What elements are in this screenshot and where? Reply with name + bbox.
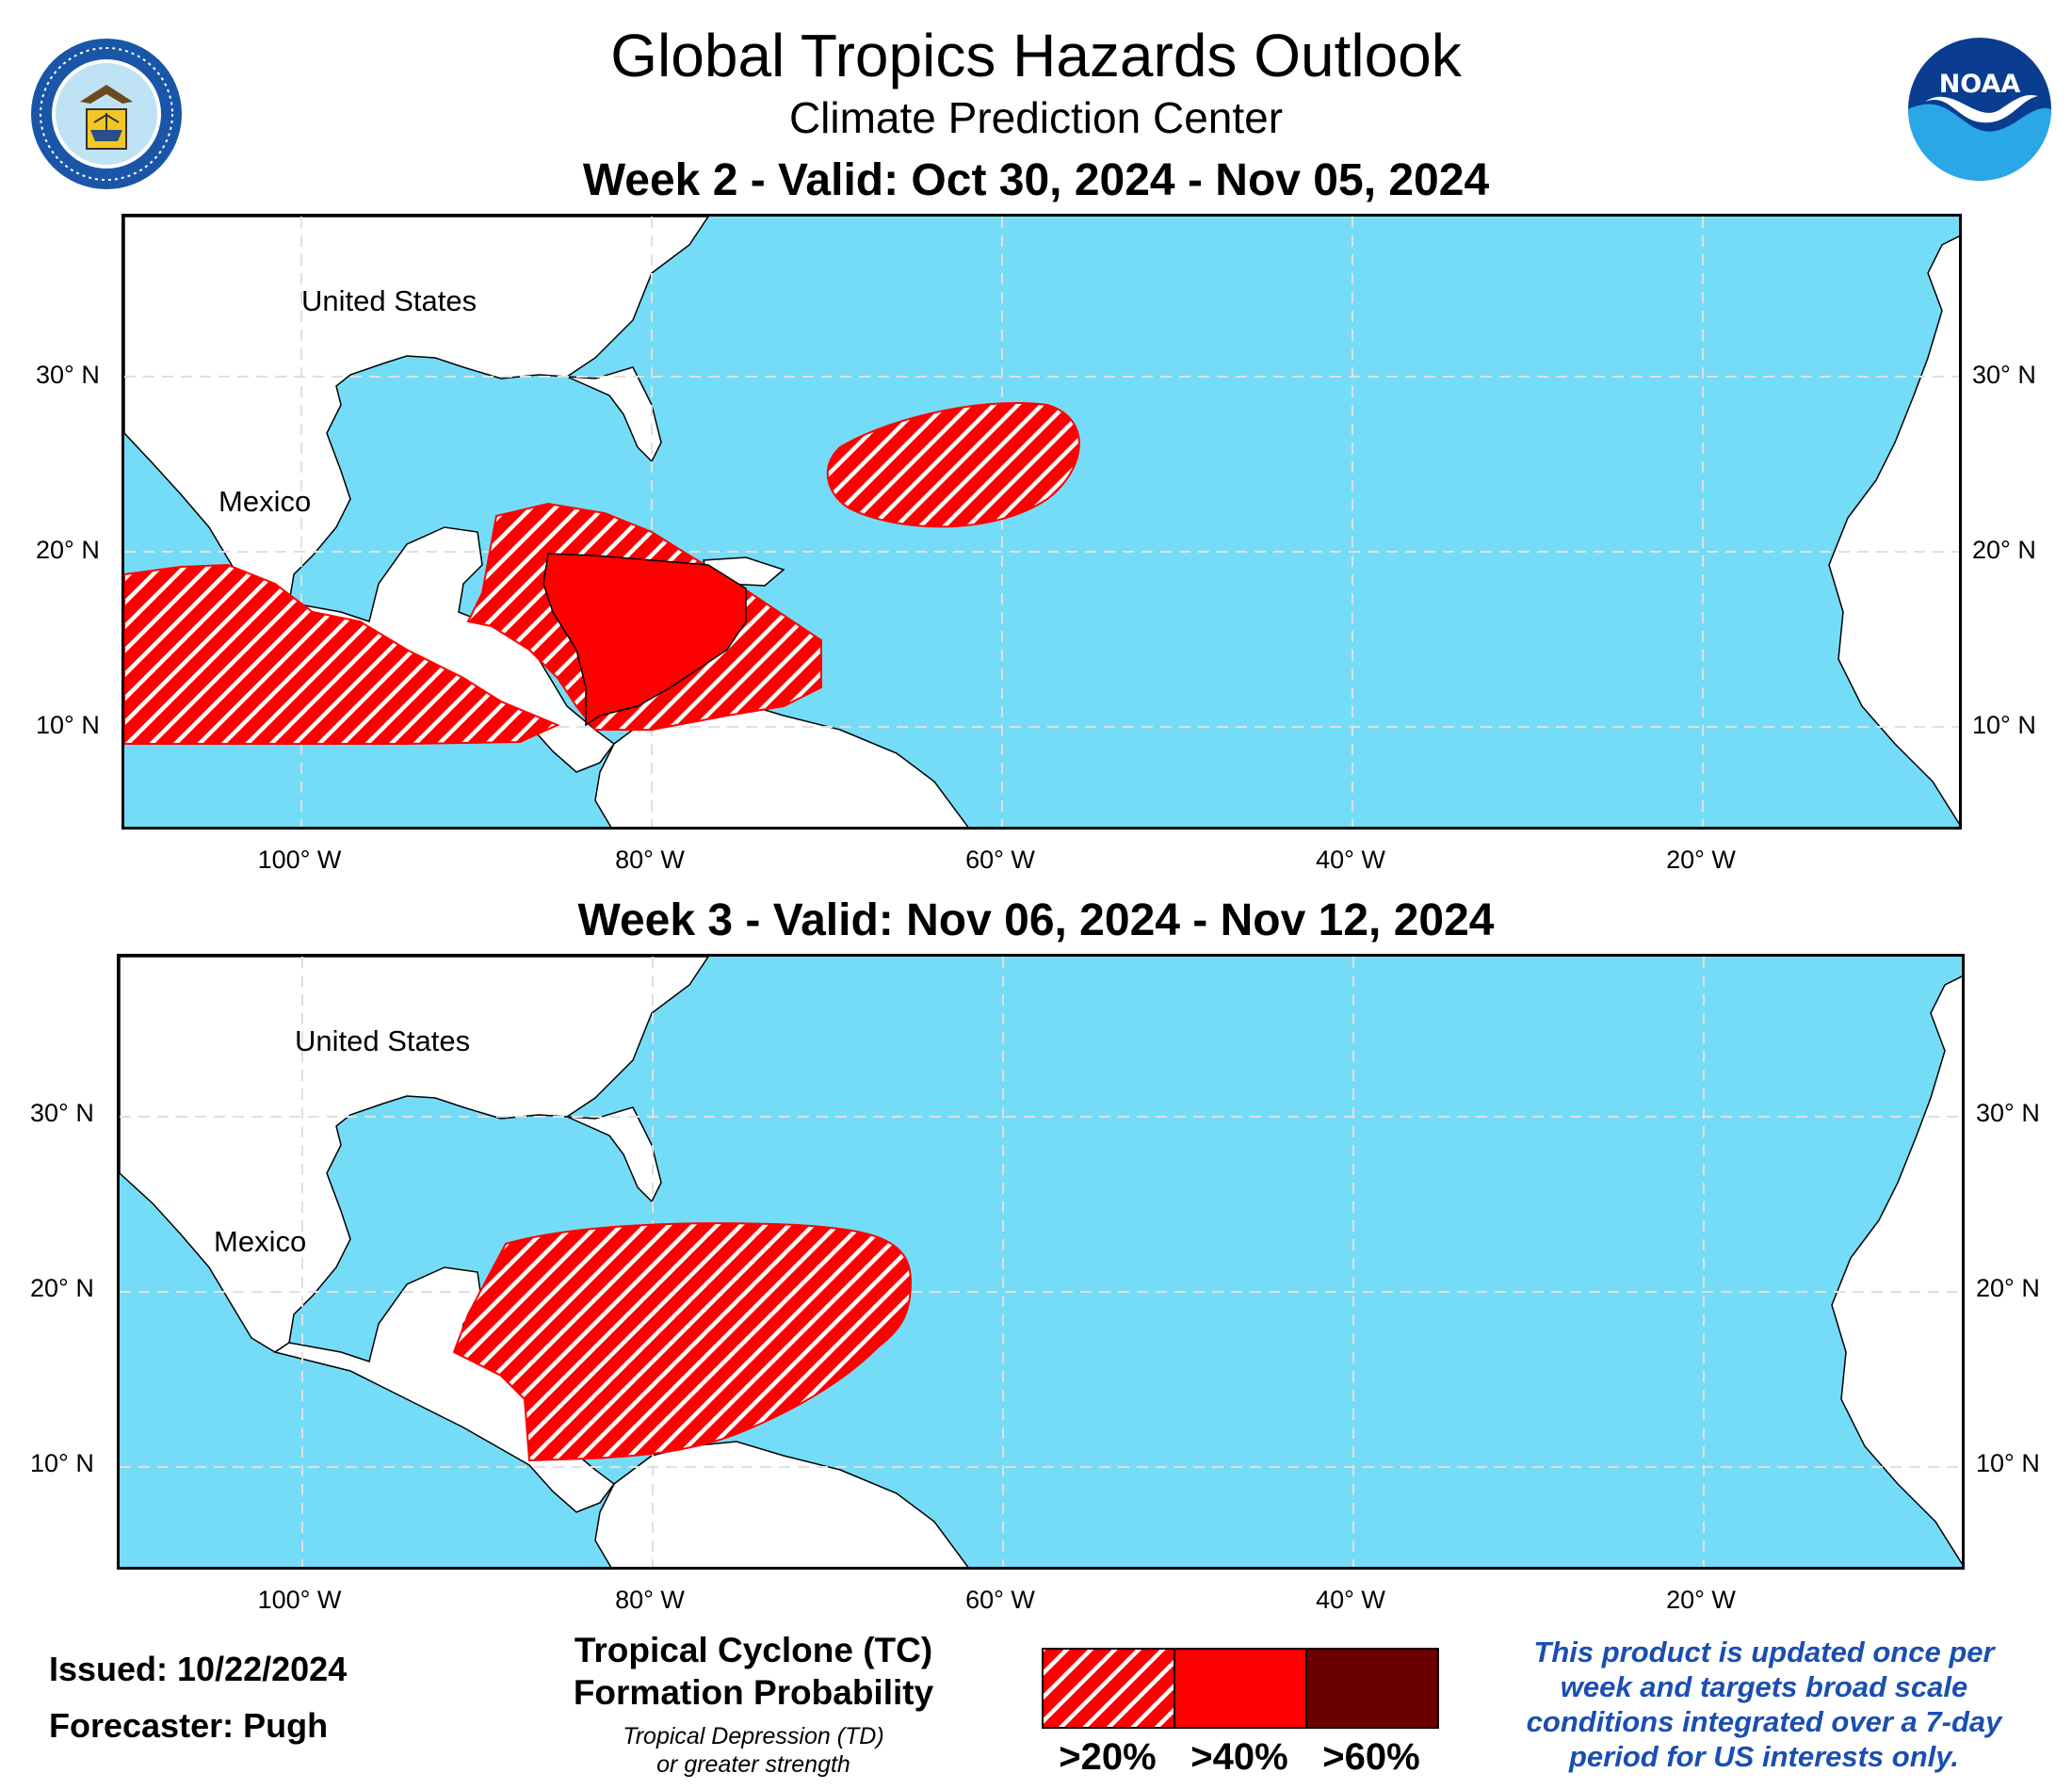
week2-lon-40: 40° W xyxy=(1316,846,1385,874)
legend-swatch-svg xyxy=(1042,1648,1439,1729)
issued-date: Issued: 10/22/2024 xyxy=(49,1650,348,1688)
legend-label-20: >20% xyxy=(1059,1736,1157,1778)
africa-land xyxy=(1831,975,1962,1565)
week3-title: Week 3 - Valid: Nov 06, 2024 - Nov 12, 2… xyxy=(577,895,1495,945)
week2-lon-20: 20° W xyxy=(1666,846,1736,874)
legend-swatch-20 xyxy=(1042,1648,1175,1729)
week3-label-mexico: Mexico xyxy=(214,1225,307,1258)
week3-lon-20: 20° W xyxy=(1666,1586,1736,1614)
note-line-3: conditions integrated over a 7-day xyxy=(1526,1705,2002,1738)
hazard-caribbean-inner xyxy=(542,553,747,727)
legend-swatch-40 xyxy=(1174,1648,1307,1729)
africa-land xyxy=(1828,235,1959,825)
note-line-2: week and targets broad scale xyxy=(1560,1670,1968,1703)
note-line-1: This product is updated once per xyxy=(1533,1636,1995,1668)
north-america-land xyxy=(120,957,709,1353)
week3-map: United States Mexico xyxy=(117,954,1965,1570)
hazard-east-pacific xyxy=(124,563,560,745)
forecaster: Forecaster: Pugh xyxy=(49,1706,329,1745)
hazard-caribbean-sea xyxy=(452,1222,913,1462)
page-title: Global Tropics Hazards Outlook xyxy=(610,22,1462,89)
week3-lat-10-right: 10° N xyxy=(1976,1449,2040,1477)
week3-lat-30-right: 30° N xyxy=(1976,1099,2040,1127)
doc-seal-icon xyxy=(28,36,185,192)
legend-heading-line2: Formation Probability xyxy=(573,1673,934,1712)
week2-lon-80: 80° W xyxy=(615,846,685,874)
noaa-logo-text: NOAA xyxy=(1938,70,2021,99)
week2-lat-10-left: 10° N xyxy=(36,711,100,739)
week3-lon-60: 60° W xyxy=(965,1586,1035,1614)
week3-lat-30-left: 30° N xyxy=(30,1099,94,1127)
note-line-4: period for US interests only. xyxy=(1569,1740,1959,1773)
legend-swatches xyxy=(1042,1648,1439,1729)
week2-lat-20-right: 20° N xyxy=(1972,536,2036,564)
week3-lon-80: 80° W xyxy=(615,1586,685,1614)
week3-lon-40: 40° W xyxy=(1316,1586,1385,1614)
hazard-atlantic-ne-bahamas xyxy=(826,402,1080,528)
week2-title: Week 2 - Valid: Oct 30, 2024 - Nov 05, 2… xyxy=(582,155,1490,205)
week3-label-united-states: United States xyxy=(295,1024,471,1057)
week3-lat-20-right: 20° N xyxy=(1976,1274,2040,1302)
week2-lon-100: 100° W xyxy=(257,846,342,874)
week2-lon-60: 60° W xyxy=(965,846,1035,874)
week3-lat-10-left: 10° N xyxy=(30,1449,94,1477)
legend-sub-line1: Tropical Depression (TD) xyxy=(623,1723,884,1749)
legend-label-60: >60% xyxy=(1322,1736,1420,1778)
noaa-logo-icon: NOAA xyxy=(1906,36,2053,183)
week3-lat-20-left: 20° N xyxy=(30,1274,94,1302)
week2-lat-30-left: 30° N xyxy=(36,361,100,389)
week2-lat-10-right: 10° N xyxy=(1972,711,2036,739)
legend-sub-line2: or greater strength xyxy=(656,1751,850,1778)
week2-lat-30-right: 30° N xyxy=(1972,361,2036,389)
product-note: This product is updated once per week an… xyxy=(1486,1635,2042,1774)
page-subtitle: Climate Prediction Center xyxy=(788,93,1284,142)
legend-swatch-60 xyxy=(1305,1648,1439,1729)
florida-land xyxy=(566,1106,662,1203)
legend-heading-line1: Tropical Cyclone (TC) xyxy=(574,1631,933,1669)
legend-label-40: >40% xyxy=(1190,1736,1288,1778)
week3-lon-100: 100° W xyxy=(257,1586,342,1614)
week2-map: United States Mexico xyxy=(121,214,1962,830)
week2-label-mexico: Mexico xyxy=(219,485,312,518)
week2-label-united-states: United States xyxy=(301,284,478,317)
week2-lat-20-left: 20° N xyxy=(36,536,100,564)
florida-land xyxy=(566,366,662,463)
